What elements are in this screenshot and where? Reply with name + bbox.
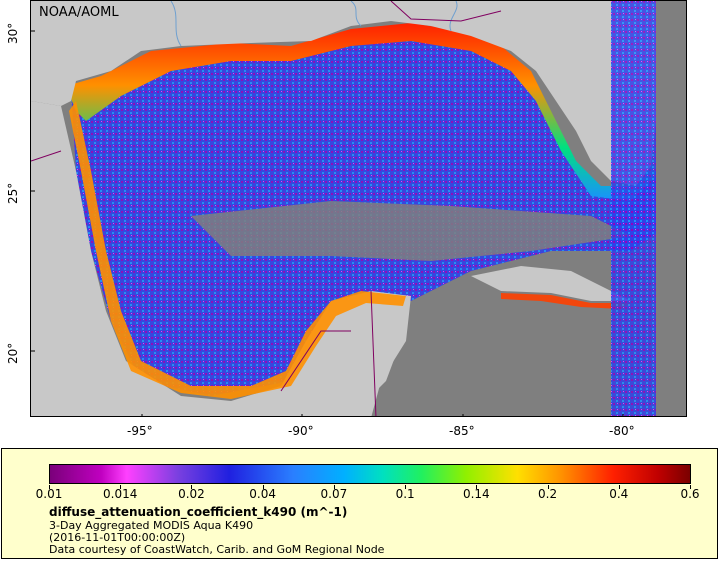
lat-tick-label: 30° bbox=[6, 22, 20, 44]
atlantic-data-strip bbox=[611, 1, 656, 416]
cuba-land bbox=[471, 266, 631, 301]
lon-tick-label: -80° bbox=[609, 424, 635, 438]
colorbar-tick bbox=[618, 485, 620, 489]
attribution-label: NOAA/AOML bbox=[39, 5, 119, 20]
colorbar-tick bbox=[262, 485, 264, 489]
colorbar-tick-label: 0.2 bbox=[538, 487, 558, 501]
mexico-coast-band bbox=[69, 101, 406, 399]
colorbar-tick-label: 0.01 bbox=[35, 487, 63, 501]
colorbar-tick-label: 0.04 bbox=[249, 487, 277, 501]
lon-tick-label: -95° bbox=[127, 424, 153, 438]
border-line bbox=[31, 150, 377, 416]
legend-panel: diffuse_attenuation_coefficient_k490 (m^… bbox=[1, 448, 718, 559]
east-no-data bbox=[656, 1, 686, 416]
credit-label: Data courtesy of CoastWatch, Carib. and … bbox=[49, 543, 385, 556]
colorbar-tick bbox=[547, 485, 549, 489]
colorbar-tick bbox=[191, 485, 193, 489]
river-line bbox=[350, 1, 362, 27]
time-label: (2016-11-01T00:00:00Z) bbox=[49, 531, 186, 544]
lon-tick-label: -90° bbox=[288, 424, 314, 438]
us-land bbox=[31, 1, 686, 186]
colorbar-tick-label: 0.014 bbox=[103, 487, 138, 501]
river-line bbox=[449, 1, 458, 32]
colorbar bbox=[49, 464, 691, 484]
grey-gap-band bbox=[191, 201, 631, 261]
river-line bbox=[170, 1, 182, 47]
colorbar-tick-label: 0.02 bbox=[178, 487, 205, 501]
k490-map bbox=[31, 1, 686, 416]
colorbar-tick bbox=[120, 485, 122, 489]
colorbar-tick bbox=[49, 485, 50, 489]
colorbar-tick bbox=[333, 485, 335, 489]
lat-tick-label: 25° bbox=[6, 182, 20, 204]
colorbar-tick bbox=[405, 485, 407, 489]
border-line bbox=[390, 1, 502, 22]
cuba-coast-band bbox=[501, 293, 631, 309]
lon-tick-label: -85° bbox=[449, 424, 475, 438]
colorbar-tick bbox=[476, 485, 478, 489]
colorbar-tick-label: 0.07 bbox=[320, 487, 348, 501]
variable-title: diffuse_attenuation_coefficient_k490 (m^… bbox=[49, 505, 348, 519]
colorbar-tick bbox=[690, 485, 691, 489]
map-panel[interactable]: NOAA/AOML bbox=[30, 0, 687, 417]
yucatan-land bbox=[316, 296, 406, 406]
lat-tick-label: 20° bbox=[6, 342, 20, 364]
colorbar-tick-label: 0.14 bbox=[462, 487, 490, 501]
dataset-name: 3-Day Aggregated MODIS Aqua K490 bbox=[49, 519, 254, 532]
colorbar-tick-label: 0.1 bbox=[395, 487, 415, 501]
colorbar-tick-label: 0.6 bbox=[680, 487, 700, 501]
colorbar-tick-label: 0.4 bbox=[609, 487, 629, 501]
north-coast-band bbox=[66, 23, 656, 201]
